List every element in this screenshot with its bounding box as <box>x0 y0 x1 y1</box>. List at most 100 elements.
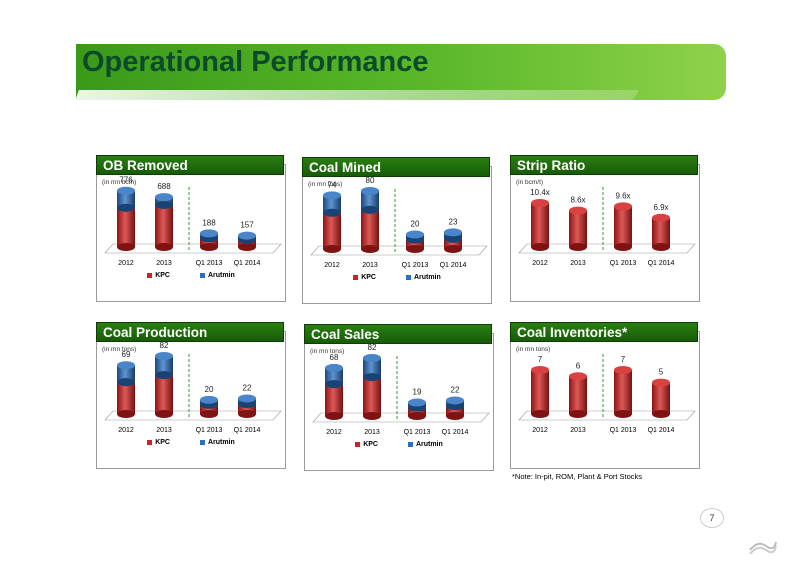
bar-2012-strip-ratio <box>531 199 549 251</box>
bar-q1-2013-arutmin <box>200 395 218 409</box>
panel-title: OB Removed <box>96 155 284 175</box>
tick-label: Q1 2014 <box>234 427 261 434</box>
bar-2012-coal-inventories <box>531 366 549 418</box>
data-label: 10.4x <box>530 188 550 197</box>
unit-label: (in mn tons) <box>516 346 551 353</box>
tick-label: Q1 2013 <box>404 429 431 436</box>
coal-mined-chart: 74 2012 80 2013 20 Q1 2013 23 Q1 2014 <box>310 176 488 269</box>
data-label: 8.6x <box>570 196 585 205</box>
legend-kpc: KPC <box>353 274 376 281</box>
panel-coal-mined: Coal Mined (in mn tons) 74 2012 80 2013 20 Q1… <box>302 157 492 304</box>
tick-label: 2013 <box>156 427 172 434</box>
panel-title: Coal Production <box>96 322 284 342</box>
bar-2013-arutmin <box>155 352 173 380</box>
tick-label: 2013 <box>362 262 378 269</box>
unit-label: (in mn tons) <box>102 346 137 353</box>
data-label: 80 <box>366 176 375 185</box>
legend-kpc: KPC <box>355 441 378 448</box>
bar-q1-2014-strip-ratio <box>652 213 670 251</box>
panel-strip-ratio: Strip Ratio (in bcm/t) 10.4x 2012 8.6x 2013… <box>510 155 700 302</box>
data-label: 19 <box>413 388 422 397</box>
strip-ratio-chart: 10.4x 2012 8.6x 2013 9.6x Q1 2013 6.9x Q1 2014 <box>518 187 696 267</box>
data-label: 20 <box>411 220 420 229</box>
data-label: 5 <box>659 368 664 377</box>
tick-label: 2012 <box>118 260 134 267</box>
data-label: 9.6x <box>615 191 630 200</box>
footnote: *Note: In-pit, ROM, Plant & Port Stocks <box>512 472 643 481</box>
coal-production-chart: 69 2012 82 2013 20 Q1 2013 22 Q1 2014 <box>104 341 282 434</box>
legend-arutmin: Arutmin <box>199 439 235 446</box>
floor-plate <box>104 243 282 254</box>
panel-title: Coal Sales <box>304 324 492 344</box>
data-label: 22 <box>243 383 252 392</box>
tick-label: Q1 2013 <box>610 427 637 434</box>
unit-label: (in bcm/t) <box>516 179 544 186</box>
tick-label: 2012 <box>326 429 342 436</box>
floor-plate <box>310 245 488 256</box>
unit-label: (in mn tons) <box>308 181 343 188</box>
floor-plate <box>104 410 282 421</box>
coal-sales-chart: 68 2012 82 2013 19 Q1 2013 22 Q1 2014 <box>312 343 490 436</box>
bar-2012-arutmin <box>117 361 135 387</box>
legend: KPC Arutmin <box>97 439 285 446</box>
panel-title: Coal Inventories* <box>510 322 698 342</box>
data-label: 188 <box>202 218 216 227</box>
tick-label: Q1 2014 <box>440 262 467 269</box>
data-label: 22 <box>451 385 460 394</box>
bar-q1-2014-arutmin <box>446 396 464 411</box>
data-label: 69 <box>122 350 131 359</box>
data-label: 23 <box>449 217 458 226</box>
ob-removed-chart: 776 2012 688 2013 188 Q1 2013 157 Q1 2014 <box>104 176 282 267</box>
legend-arutmin: Arutmin <box>405 274 441 281</box>
data-label: 82 <box>160 341 169 350</box>
legend: KPC Arutmin <box>305 441 493 448</box>
bar-2013-coal-inventories <box>569 372 587 418</box>
data-label: 74 <box>328 180 337 189</box>
tick-label: 2013 <box>364 429 380 436</box>
data-label: 6 <box>576 361 581 370</box>
legend: KPC Arutmin <box>303 274 491 281</box>
floor-plate <box>518 410 696 421</box>
unit-label: (in mn tons) <box>310 348 345 355</box>
data-label: 68 <box>330 353 339 362</box>
floor-plate <box>518 243 696 254</box>
panel-ob-removed: OB Removed (in mn bcm) 776 2012 688 2013 188… <box>96 155 286 302</box>
logo-wave-icon <box>749 541 777 555</box>
bar-q1-2014-arutmin <box>444 228 462 243</box>
floor-plate <box>312 412 490 423</box>
bar-q1-2013-strip-ratio <box>614 202 632 251</box>
data-label: 157 <box>240 221 254 230</box>
legend-kpc: KPC <box>147 439 170 446</box>
tick-label: 2012 <box>532 260 548 267</box>
legend: KPC Arutmin <box>97 272 285 279</box>
bar-q1-2013-arutmin <box>406 230 424 244</box>
bar-q1-2014-arutmin <box>238 231 256 244</box>
bar-q1-2013-coal-inventories <box>614 366 632 418</box>
tick-label: Q1 2014 <box>442 429 469 436</box>
legend-arutmin: Arutmin <box>407 441 443 448</box>
page-number: 7 <box>700 508 724 528</box>
tick-label: Q1 2013 <box>196 427 223 434</box>
legend-arutmin: Arutmin <box>199 272 235 279</box>
bar-2013-arutmin <box>361 187 379 214</box>
data-label: 776 <box>119 176 133 185</box>
panel-coal-inventories: Coal Inventories* (in mn tons) 7 2012 6 201… <box>510 322 700 469</box>
tick-label: Q1 2014 <box>648 260 675 267</box>
data-label: 7 <box>538 355 543 364</box>
bar-q1-2014-coal-inventories <box>652 378 670 418</box>
tick-label: 2013 <box>570 427 586 434</box>
title-banner <box>76 44 726 100</box>
bar-2012-arutmin <box>325 363 343 389</box>
panel-title: Strip Ratio <box>510 155 698 175</box>
bar-q1-2013-arutmin <box>408 398 426 412</box>
tick-label: Q1 2014 <box>234 260 261 267</box>
tick-label: 2012 <box>324 262 340 269</box>
bar-2012-arutmin <box>323 191 341 217</box>
panel-coal-sales: Coal Sales (in mn tons) 68 2012 82 2013 19 Q1… <box>304 324 494 471</box>
bar-2013-arutmin <box>155 193 173 209</box>
coal-inventories-chart: 7 2012 6 2013 7 Q1 2013 5 Q1 2014 <box>518 354 696 434</box>
unit-label: (in mn bcm) <box>102 179 137 186</box>
tick-label: 2012 <box>118 427 134 434</box>
bar-2013-strip-ratio <box>569 206 587 251</box>
bar-q1-2013-arutmin <box>200 229 218 243</box>
